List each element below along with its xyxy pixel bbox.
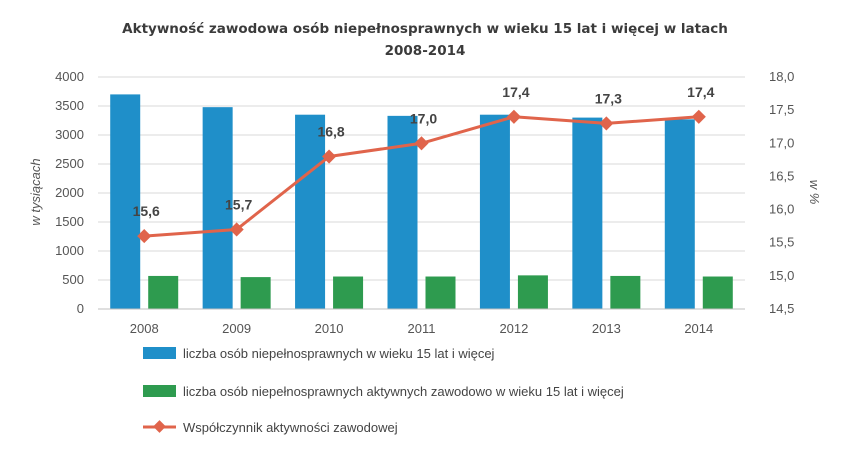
y2-tick-label: 18,0 xyxy=(769,69,794,84)
legend-marker xyxy=(153,420,166,433)
bar-series-2 xyxy=(517,275,548,309)
line-data-label: 16,8 xyxy=(317,124,344,140)
legend-entry: liczba osób niepełnosprawnych w wieku 15… xyxy=(183,346,495,361)
line-data-label: 17,4 xyxy=(687,84,714,100)
line-data-label: 17,0 xyxy=(410,110,437,126)
line-data-label: 15,6 xyxy=(133,203,160,219)
y-tick-label: 500 xyxy=(62,272,84,287)
x-tick-label: 2013 xyxy=(592,321,621,336)
axes: 0 500 1000 1500 2000 2500 3000 3500 4000 14,5 15,0… xyxy=(55,69,794,336)
y-tick-label: 3500 xyxy=(55,98,84,113)
chart-title-line-2: 2008-2014 xyxy=(385,43,466,59)
y2-tick-label: 15,0 xyxy=(769,268,794,283)
y2-axis-label: w % xyxy=(807,180,822,205)
x-tick-label: 2014 xyxy=(684,321,713,336)
y-tick-label: 3000 xyxy=(55,127,84,142)
legend-swatch xyxy=(143,347,176,359)
line-point xyxy=(414,136,429,151)
line-series xyxy=(137,109,706,244)
legend-entry: liczba osób niepełnosprawnych aktywnych … xyxy=(183,384,624,399)
bar-series-2 xyxy=(610,275,641,309)
line-data-label: 15,7 xyxy=(225,196,252,212)
y-axis-label: w tysiącach xyxy=(28,158,43,225)
line-point xyxy=(137,229,152,244)
y2-tick-label: 17,0 xyxy=(769,135,794,150)
legend-entry: Współczynnik aktywności zawodowej xyxy=(183,420,398,435)
y-tick-label: 2500 xyxy=(55,156,84,171)
line-point xyxy=(229,222,244,237)
bars xyxy=(110,94,733,310)
bar-series-2 xyxy=(240,277,271,309)
legend-swatch xyxy=(143,385,176,397)
y-tick-label: 1500 xyxy=(55,214,84,229)
x-tick-label: 2011 xyxy=(408,321,436,336)
y-tick-label: 0 xyxy=(77,301,84,316)
bar-series-1 xyxy=(479,114,510,309)
line-point xyxy=(599,116,614,131)
line-data-label: 17,4 xyxy=(502,84,529,100)
y2-tick-label: 16,5 xyxy=(769,168,794,183)
x-tick-label: 2012 xyxy=(499,321,528,336)
line-point xyxy=(322,149,337,164)
bar-series-2 xyxy=(148,275,179,309)
bar-series-2 xyxy=(702,276,733,309)
y-tick-label: 1000 xyxy=(55,243,84,258)
y2-tick-label: 17,5 xyxy=(769,102,794,117)
bar-series-1 xyxy=(110,94,141,310)
bar-series-1 xyxy=(572,117,603,309)
y2-tick-label: 14,5 xyxy=(769,301,794,316)
bar-series-2 xyxy=(425,276,456,309)
line-point xyxy=(691,109,706,124)
line-data-label: 17,3 xyxy=(595,90,622,106)
y-tick-label: 4000 xyxy=(55,69,84,84)
y2-tick-label: 15,5 xyxy=(769,235,794,250)
bar-series-2 xyxy=(333,276,364,309)
bar-series-1 xyxy=(202,107,233,309)
legend: liczba osób niepełnosprawnych w wieku 15… xyxy=(143,346,624,435)
data-labels: 15,6 15,7 16,8 17,0 17,4 17,3 17,4 xyxy=(133,84,715,219)
x-tick-label: 2008 xyxy=(130,321,159,336)
chart-title-line-1: Aktywność zawodowa osób niepełnosprawnyc… xyxy=(122,21,728,37)
y2-tick-label: 16,0 xyxy=(769,202,794,217)
y-tick-label: 2000 xyxy=(55,185,84,200)
bar-series-1 xyxy=(295,114,326,309)
x-tick-label: 2009 xyxy=(222,321,251,336)
bar-series-1 xyxy=(664,119,695,309)
x-tick-label: 2010 xyxy=(315,321,344,336)
